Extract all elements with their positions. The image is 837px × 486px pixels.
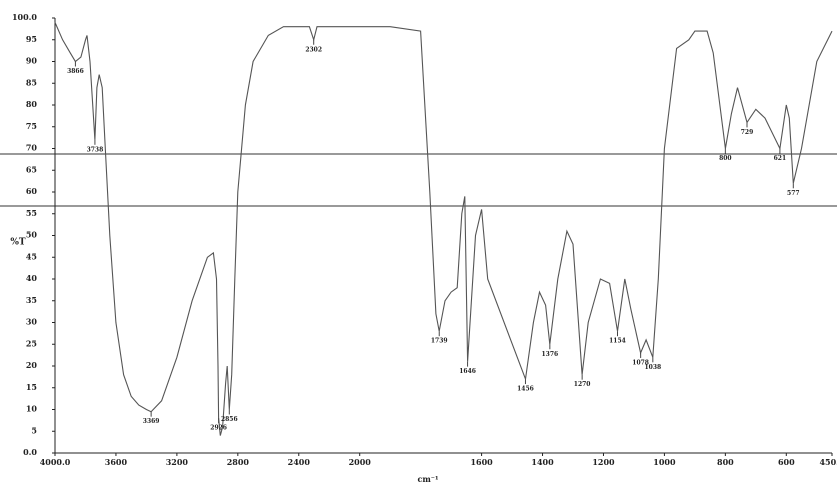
- y-tick-label: 25: [26, 338, 37, 348]
- x-tick-label: 800: [717, 457, 734, 467]
- x-tick-label: 2000: [349, 457, 372, 467]
- peak-label: 1739: [431, 338, 448, 345]
- x-tick-label: 4000.0: [40, 457, 71, 467]
- y-tick-label: 20: [26, 360, 38, 370]
- x-tick-label: 3600: [105, 457, 128, 467]
- peak-label: 2926: [210, 425, 227, 432]
- y-axis-label: %T: [10, 238, 26, 248]
- y-tick-label: 60: [26, 186, 38, 196]
- x-tick-label: 3200: [166, 457, 189, 467]
- y-tick-label: 70: [26, 143, 38, 153]
- peak-label: 621: [774, 155, 787, 162]
- peak-label: 3866: [67, 68, 84, 75]
- y-tick-label: 15: [26, 382, 37, 392]
- y-tick-label: 0.0: [23, 447, 37, 457]
- peak-label: 2856: [221, 416, 238, 423]
- y-tick-label: 85: [26, 77, 37, 87]
- y-tick-label: 65: [26, 164, 37, 174]
- x-tick-label: 600: [778, 457, 795, 467]
- peak-label: 1038: [644, 364, 661, 371]
- y-tick-label: 80: [26, 99, 38, 109]
- peak-label: 1154: [609, 338, 626, 345]
- y-tick-label: 5: [31, 425, 37, 435]
- x-tick-label: 1200: [592, 457, 615, 467]
- y-tick-label: 10: [26, 404, 38, 414]
- peak-label: 1646: [459, 368, 476, 375]
- y-tick-label: 75: [26, 121, 37, 131]
- peak-label: 729: [741, 129, 754, 136]
- y-tick-label: 95: [26, 34, 37, 44]
- x-axis-label: cm⁻¹: [417, 474, 438, 484]
- peak-label: 1376: [541, 351, 558, 358]
- x-tick-label: 450.0: [819, 457, 837, 467]
- peak-label: 1078: [632, 359, 649, 366]
- spectrum-line: [54, 22, 833, 436]
- peak-label: 3738: [87, 146, 104, 153]
- x-tick-label: 2400: [288, 457, 311, 467]
- peak-label: 1456: [517, 386, 534, 393]
- x-tick-label: 1400: [531, 457, 554, 467]
- y-tick-label: 35: [26, 295, 37, 305]
- peak-label: 800: [719, 155, 732, 162]
- y-tick-label: 100.0: [12, 12, 37, 22]
- x-tick-label: 2800: [227, 457, 250, 467]
- y-tick-label: 50: [26, 230, 38, 240]
- y-tick-label: 90: [26, 56, 38, 66]
- peak-label: 577: [787, 190, 800, 197]
- peak-label: 2302: [305, 46, 322, 53]
- y-tick-label: 30: [26, 317, 38, 327]
- y-tick-label: 45: [26, 251, 37, 261]
- x-tick-label: 1600: [470, 457, 493, 467]
- y-tick-label: 40: [26, 273, 38, 283]
- peak-label: 1270: [574, 381, 591, 388]
- peak-label: 3369: [143, 418, 160, 425]
- y-tick-label: 55: [26, 208, 37, 218]
- x-tick-label: 1000: [653, 457, 676, 467]
